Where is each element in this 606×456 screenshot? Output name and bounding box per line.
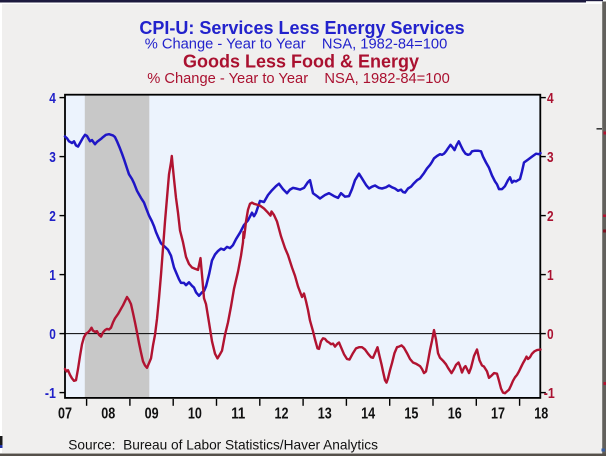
svg-text:14: 14	[361, 406, 375, 423]
svg-text:09: 09	[145, 406, 159, 423]
svg-text:3: 3	[547, 149, 554, 166]
svg-text:18: 18	[534, 406, 548, 423]
svg-text:-1: -1	[544, 385, 555, 402]
svg-text:07: 07	[58, 406, 72, 423]
svg-text:-1: -1	[45, 385, 56, 402]
svg-text:% Change - Year to Year NSA: % Change - Year to Year NSA, 1982-84=100	[145, 36, 448, 52]
svg-text:% Change - Year to Year NSA: % Change - Year to Year NSA, 1982-84=100	[147, 71, 450, 87]
svg-text:16: 16	[448, 406, 462, 423]
svg-text:0: 0	[49, 326, 56, 343]
svg-text:10: 10	[188, 406, 202, 423]
svg-text:4: 4	[547, 90, 554, 107]
svg-text:Source: Bureau of Labor Stati: Source: Bureau of Labor Statistics/Haver…	[68, 437, 378, 452]
svg-text:15: 15	[404, 406, 418, 423]
svg-text:2: 2	[547, 208, 554, 225]
svg-text:0: 0	[547, 326, 554, 343]
svg-text:4: 4	[49, 90, 56, 107]
svg-text:11: 11	[231, 406, 245, 423]
svg-text:13: 13	[318, 406, 332, 423]
svg-text:Goods Less Food & Energy: Goods Less Food & Energy	[183, 52, 419, 72]
svg-text:1: 1	[49, 267, 56, 284]
svg-text:2: 2	[49, 208, 56, 225]
svg-text:08: 08	[101, 406, 115, 423]
svg-text:CPI-U: Services Less Energy Se: CPI-U: Services Less Energy Services	[139, 18, 464, 38]
svg-text:17: 17	[491, 406, 505, 423]
svg-text:1: 1	[547, 267, 554, 284]
svg-text:12: 12	[275, 406, 289, 423]
svg-text:3: 3	[49, 149, 56, 166]
